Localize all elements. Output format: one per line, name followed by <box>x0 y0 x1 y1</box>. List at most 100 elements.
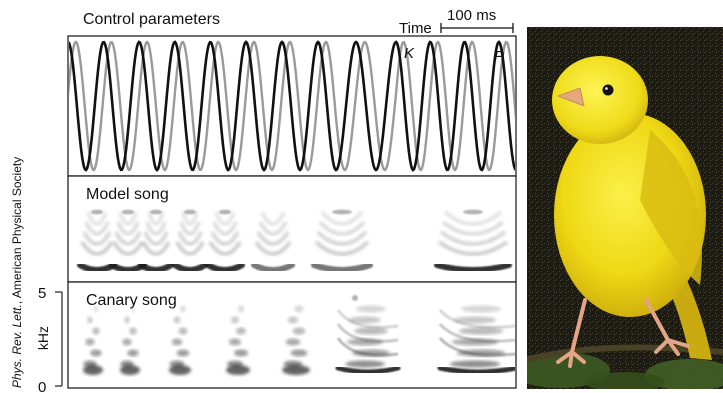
canary-harmonic-blob <box>238 305 244 313</box>
model-harmonic-upper <box>181 211 199 226</box>
model-harmonic-fundamental <box>311 262 373 273</box>
model-top-mark <box>150 209 162 215</box>
curve-p-label: P <box>494 48 504 65</box>
canary-harmonic-blob <box>231 316 239 324</box>
model-harmonic-upper <box>179 221 201 236</box>
model-harmonic-upper <box>214 211 236 226</box>
canary-harmonic-blob <box>345 360 385 368</box>
canary-harmonic-blob <box>180 305 186 313</box>
canary-harmonic-blob <box>349 316 381 324</box>
curve-k-label: K <box>404 45 415 62</box>
model-harmonic-fundamental <box>434 262 512 273</box>
canary-harmonic-blob <box>449 360 501 368</box>
model-harmonic-upper <box>440 230 506 246</box>
time-label: Time <box>399 20 432 37</box>
canary-harmonic-blob <box>176 349 190 357</box>
model-harmonic-upper <box>177 231 203 246</box>
scale-bar <box>440 23 514 33</box>
canary-syllable <box>226 305 250 375</box>
canary-harmonic-blob <box>354 327 388 335</box>
model-spectrogram <box>77 209 512 273</box>
model-harmonic-upper <box>143 231 169 246</box>
canary-harmonic-blob <box>178 327 188 335</box>
canary-harmonic-blob <box>290 349 308 357</box>
model-harmonic-upper <box>442 220 504 236</box>
canary-harmonic-blob <box>173 316 181 324</box>
canary-harmonic-fundamental <box>282 365 310 375</box>
canary-harmonic-upper <box>336 323 399 343</box>
model-harmonic-upper <box>314 240 370 256</box>
model-harmonic-fundamental <box>138 262 174 273</box>
model-harmonic-upper <box>212 221 238 236</box>
scale-bar-label: 100 ms <box>447 7 496 24</box>
model-harmonic-upper <box>80 241 114 256</box>
model-harmonic-fundamental <box>205 262 245 273</box>
credit-publisher: , American Physical Society <box>10 157 24 304</box>
model-top-mark <box>463 209 483 215</box>
model-harmonic-fundamental <box>172 262 208 273</box>
model-song-title: Model song <box>86 186 169 203</box>
canary-song-panel: Canary song <box>67 281 517 389</box>
model-harmonic-upper <box>147 211 165 226</box>
model-harmonic-upper <box>145 221 167 236</box>
model-harmonic-upper <box>318 220 366 236</box>
canary-harmonic-blob <box>171 338 183 346</box>
canary-harmonic-blob <box>127 349 139 357</box>
canary-harmonic-blob <box>85 338 95 346</box>
canary-harmonic-fundamental <box>83 365 103 375</box>
model-harmonic-upper <box>316 230 368 246</box>
canary-harmonic-upper <box>438 322 515 343</box>
model-top-mark <box>219 209 231 215</box>
canary-harmonic-blob <box>458 327 504 335</box>
canary-harmonic-blob <box>90 349 102 357</box>
model-harmonic-upper <box>82 231 112 246</box>
khz-axis-unit: kHz <box>35 326 51 350</box>
canary-harmonic-upper <box>336 337 399 357</box>
curve-k <box>69 40 515 172</box>
model-harmonic-upper <box>256 231 290 246</box>
model-harmonic-upper <box>254 241 292 256</box>
control-panel-title: Control parameters <box>83 11 220 28</box>
model-top-mark <box>184 209 196 215</box>
model-top-mark <box>332 209 352 215</box>
model-harmonic-upper <box>141 241 171 256</box>
model-harmonic-upper <box>443 210 503 226</box>
model-syllable <box>205 209 245 273</box>
model-syllable <box>138 209 174 273</box>
canary-harmonic-blob <box>122 338 132 346</box>
khz-axis-min: 0 <box>38 379 46 393</box>
model-harmonic-upper <box>114 231 142 246</box>
model-harmonic-upper <box>208 241 242 256</box>
canary-harmonic-blob <box>356 305 386 313</box>
canary-harmonic-blob <box>94 305 98 313</box>
model-harmonic-upper <box>210 231 240 246</box>
model-harmonic-upper <box>112 241 144 256</box>
canary-harmonic-blob <box>294 305 304 313</box>
canary-harmonic-fundamental <box>169 365 191 375</box>
canary-harmonic-upper <box>438 308 515 329</box>
canary-harmonic-blob <box>92 327 100 335</box>
canary-harmonic-blob <box>285 338 301 346</box>
canary-harmonic-blob <box>124 316 130 324</box>
canary-top-mark <box>352 295 358 301</box>
model-syllable <box>172 209 208 273</box>
model-syllable <box>109 209 147 273</box>
model-harmonic-upper <box>438 240 508 256</box>
model-syllable <box>251 211 295 273</box>
canary-spectrogram <box>83 295 515 375</box>
credit-journal: Phys. Rev. Lett. <box>10 304 24 388</box>
canary-syllable <box>169 305 191 375</box>
model-harmonic-upper <box>260 211 286 226</box>
canary-harmonic-blob <box>287 316 299 324</box>
image-credit: Phys. Rev. Lett., American Physical Soci… <box>10 157 24 388</box>
model-syllable <box>77 209 117 273</box>
model-harmonic-upper <box>258 221 288 236</box>
canary-harmonic-blob <box>229 338 241 346</box>
canary-harmonic-fundamental <box>226 365 250 375</box>
model-harmonic-upper <box>175 241 205 256</box>
model-syllable <box>311 209 373 273</box>
model-harmonic-upper <box>320 210 364 226</box>
model-top-mark <box>122 209 134 215</box>
canary-harmonic-fundamental <box>120 365 140 375</box>
canary-harmonic-blob <box>292 327 306 335</box>
